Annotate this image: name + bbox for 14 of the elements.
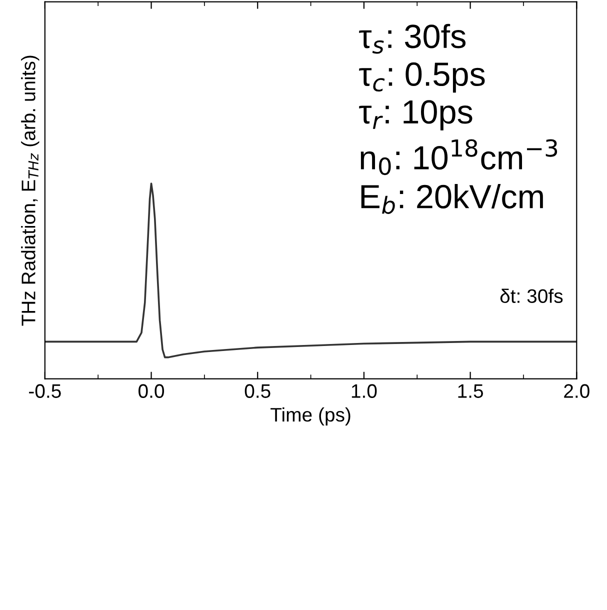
x-tick-label: 0.5	[244, 384, 270, 398]
y-axis-title: THz Radiation, E$_{THz}$ (arb. units)	[21, 56, 40, 326]
x-tick-label: 0.0	[138, 384, 164, 398]
x-tick-label: 1.0	[352, 384, 377, 398]
text: τ$_{r}$: 10ps	[359, 100, 472, 130]
x-tick-label: 2.0	[564, 384, 590, 398]
text: τ$_{c}$: 0.5ps	[359, 62, 485, 93]
x-tick-label: -0.5	[29, 384, 61, 398]
text: n$_{0}$: 10$^{18}$cm$^{−3}$	[360, 139, 558, 176]
x-axis-title: Time (ps)	[270, 407, 350, 426]
annotation: E$_{b}$: 20kV/cm	[361, 184, 543, 214]
text: τ$_{s}$: 30fs	[359, 24, 466, 54]
x-tick-label: 1.5	[458, 384, 484, 398]
annotation: δt: 30fs	[500, 288, 563, 303]
